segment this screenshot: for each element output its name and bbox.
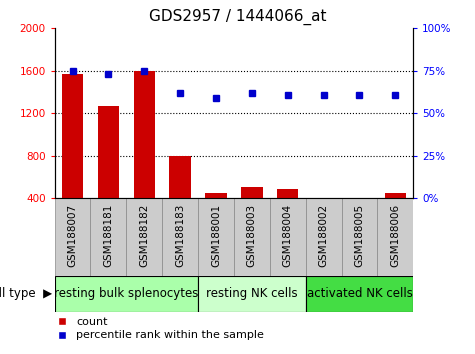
Bar xyxy=(277,189,298,198)
Bar xyxy=(133,71,155,198)
Bar xyxy=(205,193,227,198)
Text: cell type  ▶: cell type ▶ xyxy=(0,287,52,300)
FancyBboxPatch shape xyxy=(306,276,413,312)
FancyBboxPatch shape xyxy=(55,276,198,312)
Text: GSM188007: GSM188007 xyxy=(67,204,77,267)
Text: GSM188003: GSM188003 xyxy=(247,204,257,267)
Text: GSM188002: GSM188002 xyxy=(319,204,329,267)
Text: activated NK cells: activated NK cells xyxy=(306,287,412,300)
FancyBboxPatch shape xyxy=(342,198,378,276)
FancyBboxPatch shape xyxy=(306,198,342,276)
FancyBboxPatch shape xyxy=(162,198,198,276)
Text: resting bulk splenocytes: resting bulk splenocytes xyxy=(54,287,199,300)
Text: GSM188001: GSM188001 xyxy=(211,204,221,267)
Legend: count, percentile rank within the sample: count, percentile rank within the sample xyxy=(51,317,264,341)
Bar xyxy=(385,193,406,198)
FancyBboxPatch shape xyxy=(198,276,306,312)
Text: GSM188006: GSM188006 xyxy=(390,204,400,267)
Text: resting NK cells: resting NK cells xyxy=(206,287,298,300)
Text: GSM188181: GSM188181 xyxy=(104,204,114,267)
Bar xyxy=(349,198,370,201)
Text: GSM188182: GSM188182 xyxy=(139,204,149,267)
Bar xyxy=(241,187,263,198)
Bar xyxy=(98,106,119,198)
FancyBboxPatch shape xyxy=(234,198,270,276)
Text: GSM188005: GSM188005 xyxy=(354,204,364,267)
Bar xyxy=(62,74,83,198)
Bar xyxy=(313,198,334,199)
Text: GDS2957 / 1444066_at: GDS2957 / 1444066_at xyxy=(149,9,326,25)
FancyBboxPatch shape xyxy=(270,198,306,276)
FancyBboxPatch shape xyxy=(91,198,126,276)
Bar xyxy=(170,156,191,198)
FancyBboxPatch shape xyxy=(55,198,91,276)
FancyBboxPatch shape xyxy=(126,198,162,276)
Text: GSM188183: GSM188183 xyxy=(175,204,185,267)
FancyBboxPatch shape xyxy=(378,198,413,276)
FancyBboxPatch shape xyxy=(198,198,234,276)
Text: GSM188004: GSM188004 xyxy=(283,204,293,267)
